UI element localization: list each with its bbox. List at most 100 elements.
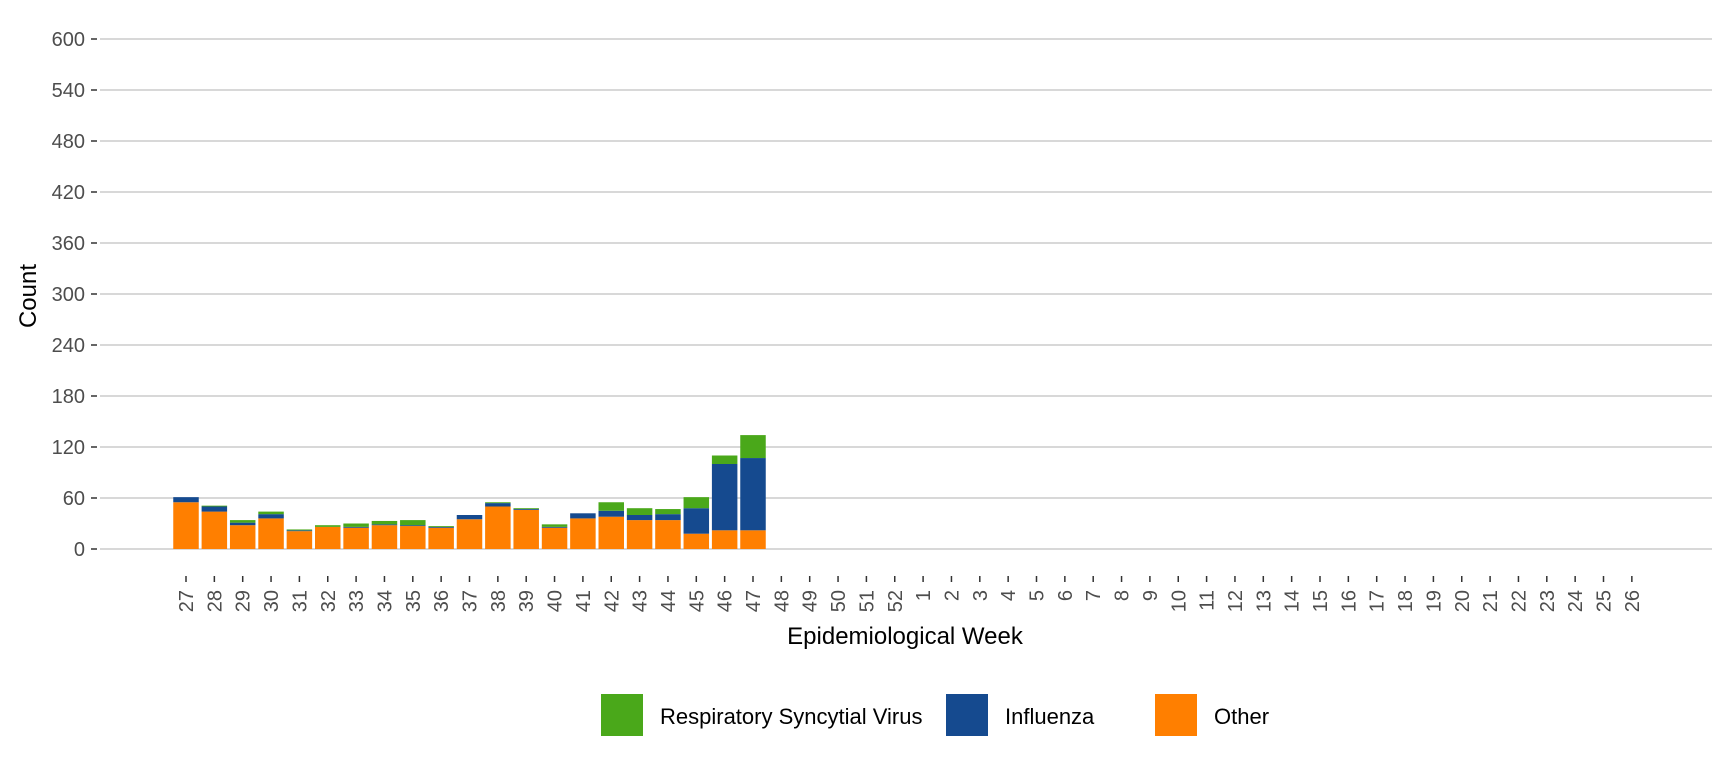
- x-tick-label: 39: [516, 590, 538, 612]
- bar-segment: Influenza (week 33): 1: [343, 526, 369, 528]
- bar-segment: Influenza (week 42): 7: [598, 510, 624, 517]
- x-tick-label: 23: [1537, 590, 1559, 612]
- x-tick-label: 22: [1508, 590, 1530, 612]
- bar-segment: Respiratory Syncytial Virus (week 38): 1: [485, 502, 511, 504]
- legend-swatch: [1155, 694, 1197, 736]
- x-tick-label: 10: [1168, 590, 1190, 612]
- legend-label: Other: [1214, 704, 1269, 729]
- legend-swatch: [946, 694, 988, 736]
- x-tick-label: 9: [1140, 590, 1162, 601]
- x-axis: 27 28 29 30 31 32 33 34 35 36 37 38 39 40 41 42 43 44 45 46…: [176, 576, 1644, 612]
- bar-segment: Influenza (week 43): 6: [626, 515, 653, 521]
- bar-segment: Influenza (week 28): 6: [201, 506, 228, 512]
- legend-label: Influenza: [1005, 704, 1095, 729]
- bar-segment: Influenza (week 34): 1: [371, 524, 398, 526]
- bar-segment: Other (week 46): 22: [711, 530, 738, 549]
- x-tick-label: 38: [488, 590, 510, 612]
- y-tick-label: 0: [74, 539, 85, 561]
- x-tick-label: 47: [743, 590, 765, 612]
- x-tick-label: 7: [1083, 590, 1105, 601]
- x-tick-label: 18: [1395, 590, 1417, 612]
- x-tick-label: 31: [289, 590, 311, 612]
- y-tick-label: 120: [52, 437, 85, 459]
- x-tick-label: 2: [941, 590, 963, 601]
- x-tick-label: 48: [771, 590, 793, 612]
- bar-segment: Other (week 43): 34: [626, 520, 653, 549]
- x-tick-label: 6: [1055, 590, 1077, 601]
- x-tick-label: 41: [573, 590, 595, 612]
- bar-segment: Respiratory Syncytial Virus (week 44): 6: [655, 509, 681, 515]
- x-tick-label: 8: [1112, 590, 1134, 601]
- bar-segment: Influenza (week 36): 1: [428, 526, 454, 528]
- x-tick-label: 33: [346, 590, 368, 612]
- bar-segment: Influenza (week 37): 5: [456, 515, 483, 520]
- x-tick-label: 24: [1565, 590, 1587, 612]
- x-tick-label: 28: [204, 590, 226, 612]
- x-tick-label: 27: [176, 590, 198, 612]
- y-axis-title: Count: [15, 264, 42, 328]
- legend-swatch: [601, 694, 643, 736]
- bar-segment: Respiratory Syncytial Virus (week 33): 4: [343, 523, 369, 527]
- y-tick-label: 240: [52, 335, 85, 357]
- x-axis-title: Epidemiological Week: [787, 623, 1024, 650]
- x-tick-label: 17: [1367, 590, 1389, 612]
- x-tick-label: 40: [545, 590, 567, 612]
- x-tick-label: 20: [1452, 590, 1474, 612]
- bar-segment: Other (week 37): 35: [456, 519, 483, 549]
- bars: Other (week 27): 55Influenza (week 27): …: [173, 435, 766, 549]
- x-tick-label: 26: [1622, 590, 1644, 612]
- x-tick-label: 50: [828, 590, 850, 612]
- x-tick-label: 3: [970, 590, 992, 601]
- x-tick-label: 30: [261, 590, 283, 612]
- bar-segment: Respiratory Syncytial Virus (week 28): 1: [201, 505, 228, 507]
- bar-segment: Other (week 38): 50: [485, 506, 511, 549]
- x-tick-label: 16: [1338, 590, 1360, 612]
- legend-item: Respiratory Syncytial Virus: [601, 694, 922, 736]
- bar-segment: Respiratory Syncytial Virus (week 43): 8: [626, 508, 653, 515]
- y-tick-label: 180: [52, 386, 85, 408]
- x-tick-label: 34: [374, 590, 396, 612]
- bar-segment: Other (week 35): 27: [400, 526, 426, 549]
- x-tick-label: 25: [1594, 590, 1616, 612]
- bar-segment: Other (week 45): 18: [683, 533, 710, 549]
- bar-segment: Influenza (week 29): 3: [229, 522, 256, 526]
- x-tick-label: 19: [1423, 590, 1445, 612]
- bar-segment: Other (week 42): 38: [598, 516, 624, 549]
- x-tick-label: 32: [318, 590, 340, 612]
- legend-item: Other: [1155, 694, 1269, 736]
- bar-segment: Other (week 27): 55: [173, 502, 199, 549]
- bar-segment: Influenza (week 27): 6: [173, 497, 199, 503]
- x-tick-label: 12: [1225, 590, 1247, 612]
- y-tick-label: 600: [52, 29, 85, 51]
- bar-segment: Respiratory Syncytial Virus (week 42): 1…: [598, 502, 624, 511]
- x-tick-label: 14: [1282, 590, 1304, 612]
- bar-segment: Influenza (week 35): 1: [400, 525, 426, 527]
- bar-segment: Respiratory Syncytial Virus (week 39): 1: [513, 508, 539, 510]
- bar-segment: Respiratory Syncytial Virus (week 36): 1: [428, 526, 454, 527]
- x-tick-label: 43: [630, 590, 652, 612]
- bar-segment: Influenza (week 31): 1: [286, 530, 313, 532]
- bar-segment: Influenza (week 41): 6: [570, 513, 596, 519]
- bar-segment: Other (week 34): 28: [371, 525, 398, 549]
- y-tick-label: 360: [52, 233, 85, 255]
- bar-segment: Influenza (week 46): 78: [711, 464, 738, 531]
- bar-segment: Other (week 41): 36: [570, 518, 596, 549]
- bar-segment: Respiratory Syncytial Virus (week 34): 4: [371, 520, 398, 525]
- bar-segment: Influenza (week 47): 85: [740, 458, 766, 531]
- legend-label: Respiratory Syncytial Virus: [660, 704, 922, 729]
- y-tick-label: 300: [52, 284, 85, 306]
- x-tick-label: 42: [601, 590, 623, 612]
- bar-segment: Other (week 44): 34: [655, 520, 681, 549]
- bar-segment: Other (week 29): 28: [229, 525, 256, 549]
- bar-segment: Respiratory Syncytial Virus (week 32): 2: [315, 525, 341, 527]
- x-tick-label: 37: [460, 590, 482, 612]
- bar-segment: Respiratory Syncytial Virus (week 31): 1: [286, 529, 313, 531]
- x-tick-label: 35: [403, 590, 425, 612]
- bar-segment: Influenza (week 40): 1: [541, 526, 568, 528]
- bar-segment: Influenza (week 39): 1: [513, 509, 539, 510]
- bar-segment: Influenza (week 44): 7: [655, 514, 681, 521]
- bar-segment: Other (week 32): 26: [315, 526, 341, 549]
- x-tick-label: 49: [800, 590, 822, 612]
- x-tick-label: 1: [913, 590, 935, 601]
